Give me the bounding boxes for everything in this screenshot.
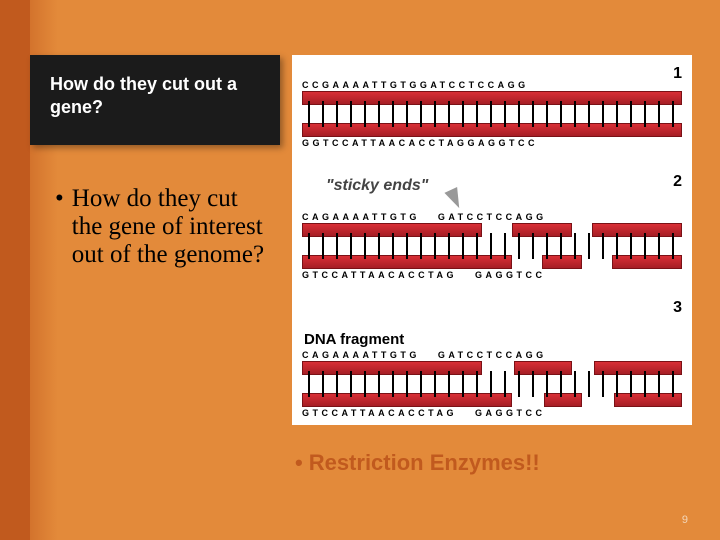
seq-bot-1: GGTCCATTAACACCTAGGAGGTCC (302, 138, 682, 148)
dna-helix-1 (302, 91, 682, 137)
seq-top-3: CAGAAAATTGTG GATCCTCCAGG (302, 350, 682, 360)
dna-fragment-label: DNA fragment (304, 331, 404, 348)
bullet-dot: • (55, 185, 64, 269)
answer-bullet-dot: • (295, 450, 303, 475)
step-number-3: 3 (673, 299, 682, 317)
slide-title-block: How do they cut out a gene? (30, 55, 280, 145)
page-number: 9 (682, 514, 688, 526)
dna-step-1: CCGAAAATTGTGGATCCTCCAGG GGTCCATTAACACCTA… (302, 91, 682, 137)
bullet-text: How do they cut the gene of interest out… (72, 185, 265, 269)
sticky-ends-label: "sticky ends" (326, 177, 428, 195)
accent-stripe (0, 0, 30, 540)
dna-step-3: CAGAAAATTGTG GATCCTCCAGG GTCCATTAACACCTA… (302, 361, 682, 407)
seq-top-2: CAGAAAATTGTG GATCCTCCAGG (302, 212, 682, 222)
diagram: 1 CCGAAAATTGTGGATCCTCCAGG GGTCCATTAACACC… (298, 61, 686, 419)
bullet-block: • How do they cut the gene of interest o… (55, 185, 265, 269)
seq-top-1: CCGAAAATTGTGGATCCTCCAGG (302, 80, 682, 90)
answer-block: •Restriction Enzymes!! (295, 450, 695, 476)
step-number-2: 2 (673, 173, 682, 191)
dna-figure: 1 CCGAAAATTGTGGATCCTCCAGG GGTCCATTAACACC… (292, 55, 692, 425)
dna-helix-2 (302, 223, 682, 269)
seq-bot-3: GTCCATTAACACCTAG GAGGTCC (302, 408, 682, 418)
pointer-icon (444, 187, 465, 211)
answer-text: Restriction Enzymes!! (309, 450, 540, 475)
dna-helix-3 (302, 361, 682, 407)
dna-step-2: CAGAAAATTGTG GATCCTCCAGG GTCCATTAACACCTA… (302, 223, 682, 269)
slide-title: How do they cut out a gene? (50, 73, 260, 118)
seq-bot-2: GTCCATTAACACCTAG GAGGTCC (302, 270, 682, 280)
